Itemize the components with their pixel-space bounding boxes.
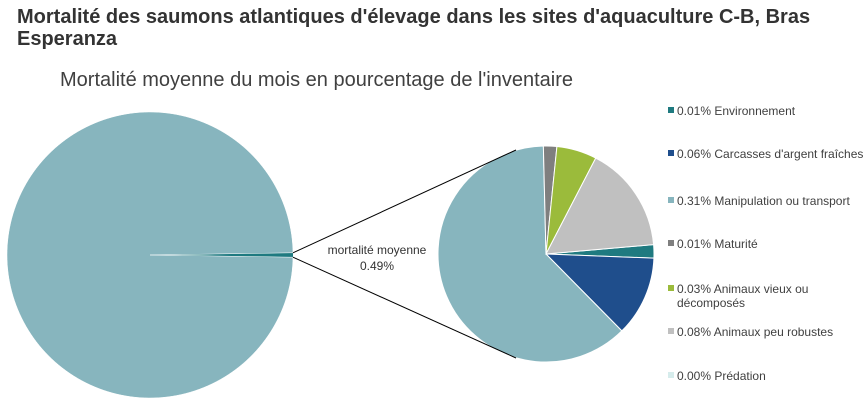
- connector: [292, 256, 517, 359]
- legend-swatch: [668, 150, 674, 156]
- legend-value: 0.06%: [677, 147, 712, 161]
- legend-label: Animaux peu robustes: [713, 325, 834, 339]
- legend-label: Environnement: [714, 104, 796, 118]
- legend-item: 0.00% Prédation: [668, 369, 864, 383]
- legend-item: 0.01% Environnement: [668, 104, 864, 118]
- pie-slice: [544, 253, 655, 332]
- legend-label: Maturité: [714, 237, 758, 251]
- legend-value: 0.01%: [677, 237, 712, 251]
- legend-label: Prédation: [714, 369, 766, 383]
- legend-item: 0.03% Animaux vieux ou décomposés: [668, 282, 864, 310]
- legend-label: Carcasses d'argent fraîches: [714, 147, 864, 161]
- legend-item: 0.31% Manipulation ou transport: [668, 194, 864, 208]
- legend-label: Animaux vieux ou décomposés: [677, 282, 809, 310]
- legend-swatch: [668, 285, 674, 291]
- page-title: Mortalité des saumons atlantiques d'élev…: [17, 6, 811, 50]
- legend-value: 0.00%: [677, 369, 712, 383]
- legend-value: 0.01%: [677, 104, 712, 118]
- legend-value: 0.08%: [677, 325, 712, 339]
- legend-swatch: [668, 197, 674, 203]
- legend-item: 0.08% Animaux peu robustes: [668, 325, 864, 339]
- annotation: mortalité moyenne: [328, 243, 427, 257]
- annotation-value: 0.49%: [360, 259, 394, 273]
- legend-swatch: [668, 372, 674, 378]
- pie-slice: [6, 111, 294, 399]
- legend-item: 0.06% Carcasses d'argent fraîches: [668, 147, 864, 161]
- connector: [292, 149, 517, 254]
- legend-value: 0.31%: [677, 194, 712, 208]
- chart-title: Mortalité moyenne du mois en pourcentage…: [60, 69, 574, 91]
- legend-label: Manipulation ou transport: [714, 194, 850, 208]
- legend-item: 0.01% Maturité: [668, 237, 864, 251]
- legend-value: 0.03%: [677, 282, 712, 296]
- legend-swatch: [668, 107, 674, 113]
- legend-swatch: [668, 240, 674, 246]
- pie-slice: [150, 252, 293, 258]
- legend-swatch: [668, 328, 674, 334]
- pie-slice: [545, 157, 655, 255]
